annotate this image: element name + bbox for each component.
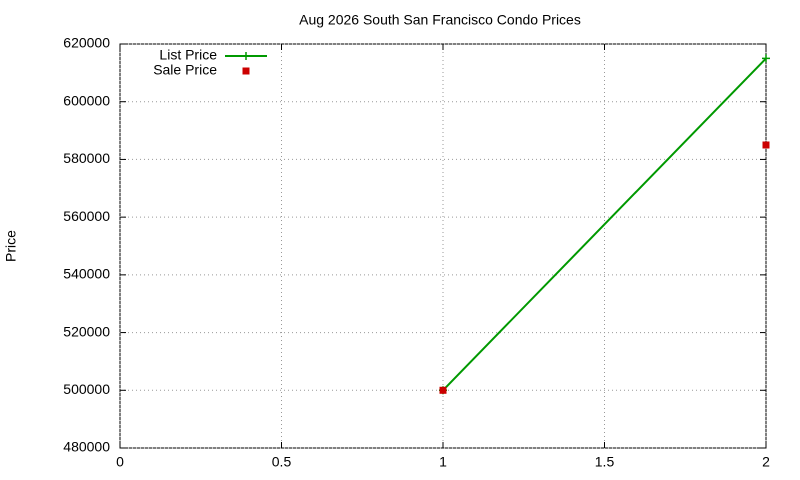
y-tick-label: 560000 [63, 208, 110, 224]
data-point [762, 141, 770, 149]
x-tick-label: 1.5 [595, 454, 615, 470]
x-tick-label: 0 [116, 454, 124, 470]
legend-label: List Price [159, 47, 217, 63]
y-tick-label: 480000 [63, 439, 110, 455]
y-tick-label: 580000 [63, 150, 110, 166]
series-line [442, 57, 767, 391]
y-tick-label: 600000 [63, 92, 110, 108]
legend-marker [242, 67, 250, 75]
x-tick-label: 1 [439, 454, 447, 470]
y-tick-label: 500000 [63, 381, 110, 397]
y-tick-label: 520000 [63, 323, 110, 339]
legend-marker [242, 52, 250, 60]
data-point [439, 386, 447, 394]
x-tick-label: 2 [762, 454, 770, 470]
x-tick-label: 0.5 [272, 454, 292, 470]
y-tick-label: 620000 [63, 35, 110, 51]
chart-title: Aug 2026 South San Francisco Condo Price… [299, 12, 581, 28]
data-point [762, 54, 770, 63]
y-tick-label: 540000 [63, 266, 110, 282]
legend-label: Sale Price [153, 62, 217, 78]
y-axis-label: Price [3, 230, 19, 262]
